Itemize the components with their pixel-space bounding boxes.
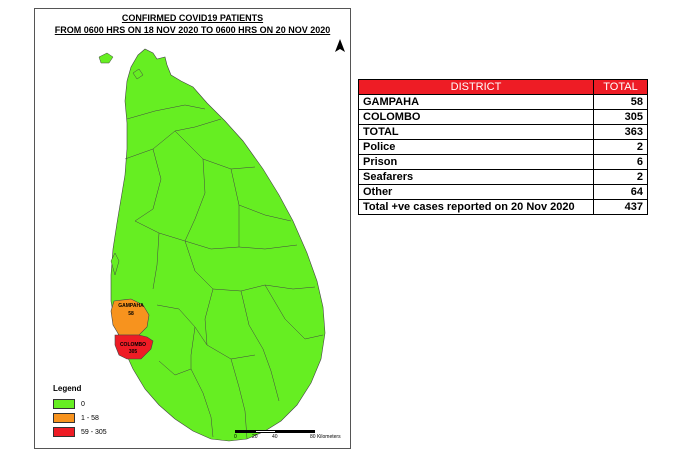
total-cell: 363 <box>593 124 648 140</box>
column-header-district: DISTRICT <box>358 79 594 95</box>
table-row: Police 2 <box>358 139 648 155</box>
district-cell: GAMPAHA <box>358 94 594 110</box>
map-panel: GAMPAHA 58 COLOMBO 305 CONFIRMED COVID19… <box>34 8 351 449</box>
district-colombo <box>114 334 154 360</box>
total-cell: 2 <box>593 139 648 155</box>
sri-lanka-map: GAMPAHA 58 COLOMBO 305 <box>98 48 326 442</box>
cases-table: DISTRICT TOTAL GAMPAHA 58 COLOMBO 305 TO… <box>358 79 648 215</box>
legend: Legend 0 1 - 58 59 - 305 <box>53 384 107 439</box>
gampaha-value: 58 <box>128 311 134 317</box>
district-borders <box>124 104 324 440</box>
northern-islet <box>98 52 114 64</box>
table-row: Prison 6 <box>358 154 648 170</box>
western-islet <box>110 252 120 276</box>
district-cell: Total +ve cases reported on 20 Nov 2020 <box>358 199 594 215</box>
scale-track <box>235 430 315 433</box>
north-arrow-icon <box>335 39 345 52</box>
legend-item: 59 - 305 <box>53 425 107 439</box>
scale-bar: 0 20 40 80 Kilometers <box>234 430 355 441</box>
map-title-line2: FROM 0600 HRS ON 18 NOV 2020 TO 0600 HRS… <box>54 25 331 35</box>
total-cell: 305 <box>593 109 648 125</box>
legend-label: 59 - 305 <box>81 428 107 436</box>
legend-label: 0 <box>81 400 85 408</box>
total-cell: 64 <box>593 184 648 200</box>
scale-tick: 20 <box>252 434 258 440</box>
map-title-line1: CONFIRMED COVID19 PATIENTS <box>121 13 264 23</box>
total-cell: 2 <box>593 169 648 185</box>
district-gampaha <box>110 298 150 336</box>
map-title: CONFIRMED COVID19 PATIENTS FROM 0600 HRS… <box>35 12 350 36</box>
district-cell: Other <box>358 184 594 200</box>
district-cell: Seafarers <box>358 169 594 185</box>
table-row: GAMPAHA 58 <box>358 94 648 110</box>
legend-item: 0 <box>53 397 107 411</box>
legend-item: 1 - 58 <box>53 411 107 425</box>
district-cell: TOTAL <box>358 124 594 140</box>
table-header-row: DISTRICT TOTAL <box>358 79 648 95</box>
total-cell: 6 <box>593 154 648 170</box>
table-row: Other 64 <box>358 184 648 200</box>
island-shape <box>110 48 326 442</box>
legend-swatch <box>53 427 75 437</box>
scale-labels: 0 20 40 80 Kilometers <box>234 434 355 441</box>
scale-tick: 40 <box>272 434 278 440</box>
district-cell: Prison <box>358 154 594 170</box>
total-cell: 437 <box>593 199 648 215</box>
legend-title: Legend <box>53 384 82 393</box>
district-cell: COLOMBO <box>358 109 594 125</box>
colombo-label: COLOMBO <box>120 342 146 348</box>
legend-swatch <box>53 413 75 423</box>
column-header-total: TOTAL <box>593 79 648 95</box>
table-row: TOTAL 363 <box>358 124 648 140</box>
total-cell: 58 <box>593 94 648 110</box>
colombo-value: 305 <box>129 349 138 355</box>
legend-swatch <box>53 399 75 409</box>
scale-tick: 0 <box>234 434 237 440</box>
table-row: Seafarers 2 <box>358 169 648 185</box>
gampaha-label: GAMPAHA <box>118 303 144 309</box>
table-row: Total +ve cases reported on 20 Nov 2020 … <box>358 199 648 215</box>
legend-label: 1 - 58 <box>81 414 99 422</box>
scale-tick: 80 Kilometers <box>310 434 341 440</box>
district-cell: Police <box>358 139 594 155</box>
table-row: COLOMBO 305 <box>358 109 648 125</box>
northern-islet <box>132 68 144 80</box>
